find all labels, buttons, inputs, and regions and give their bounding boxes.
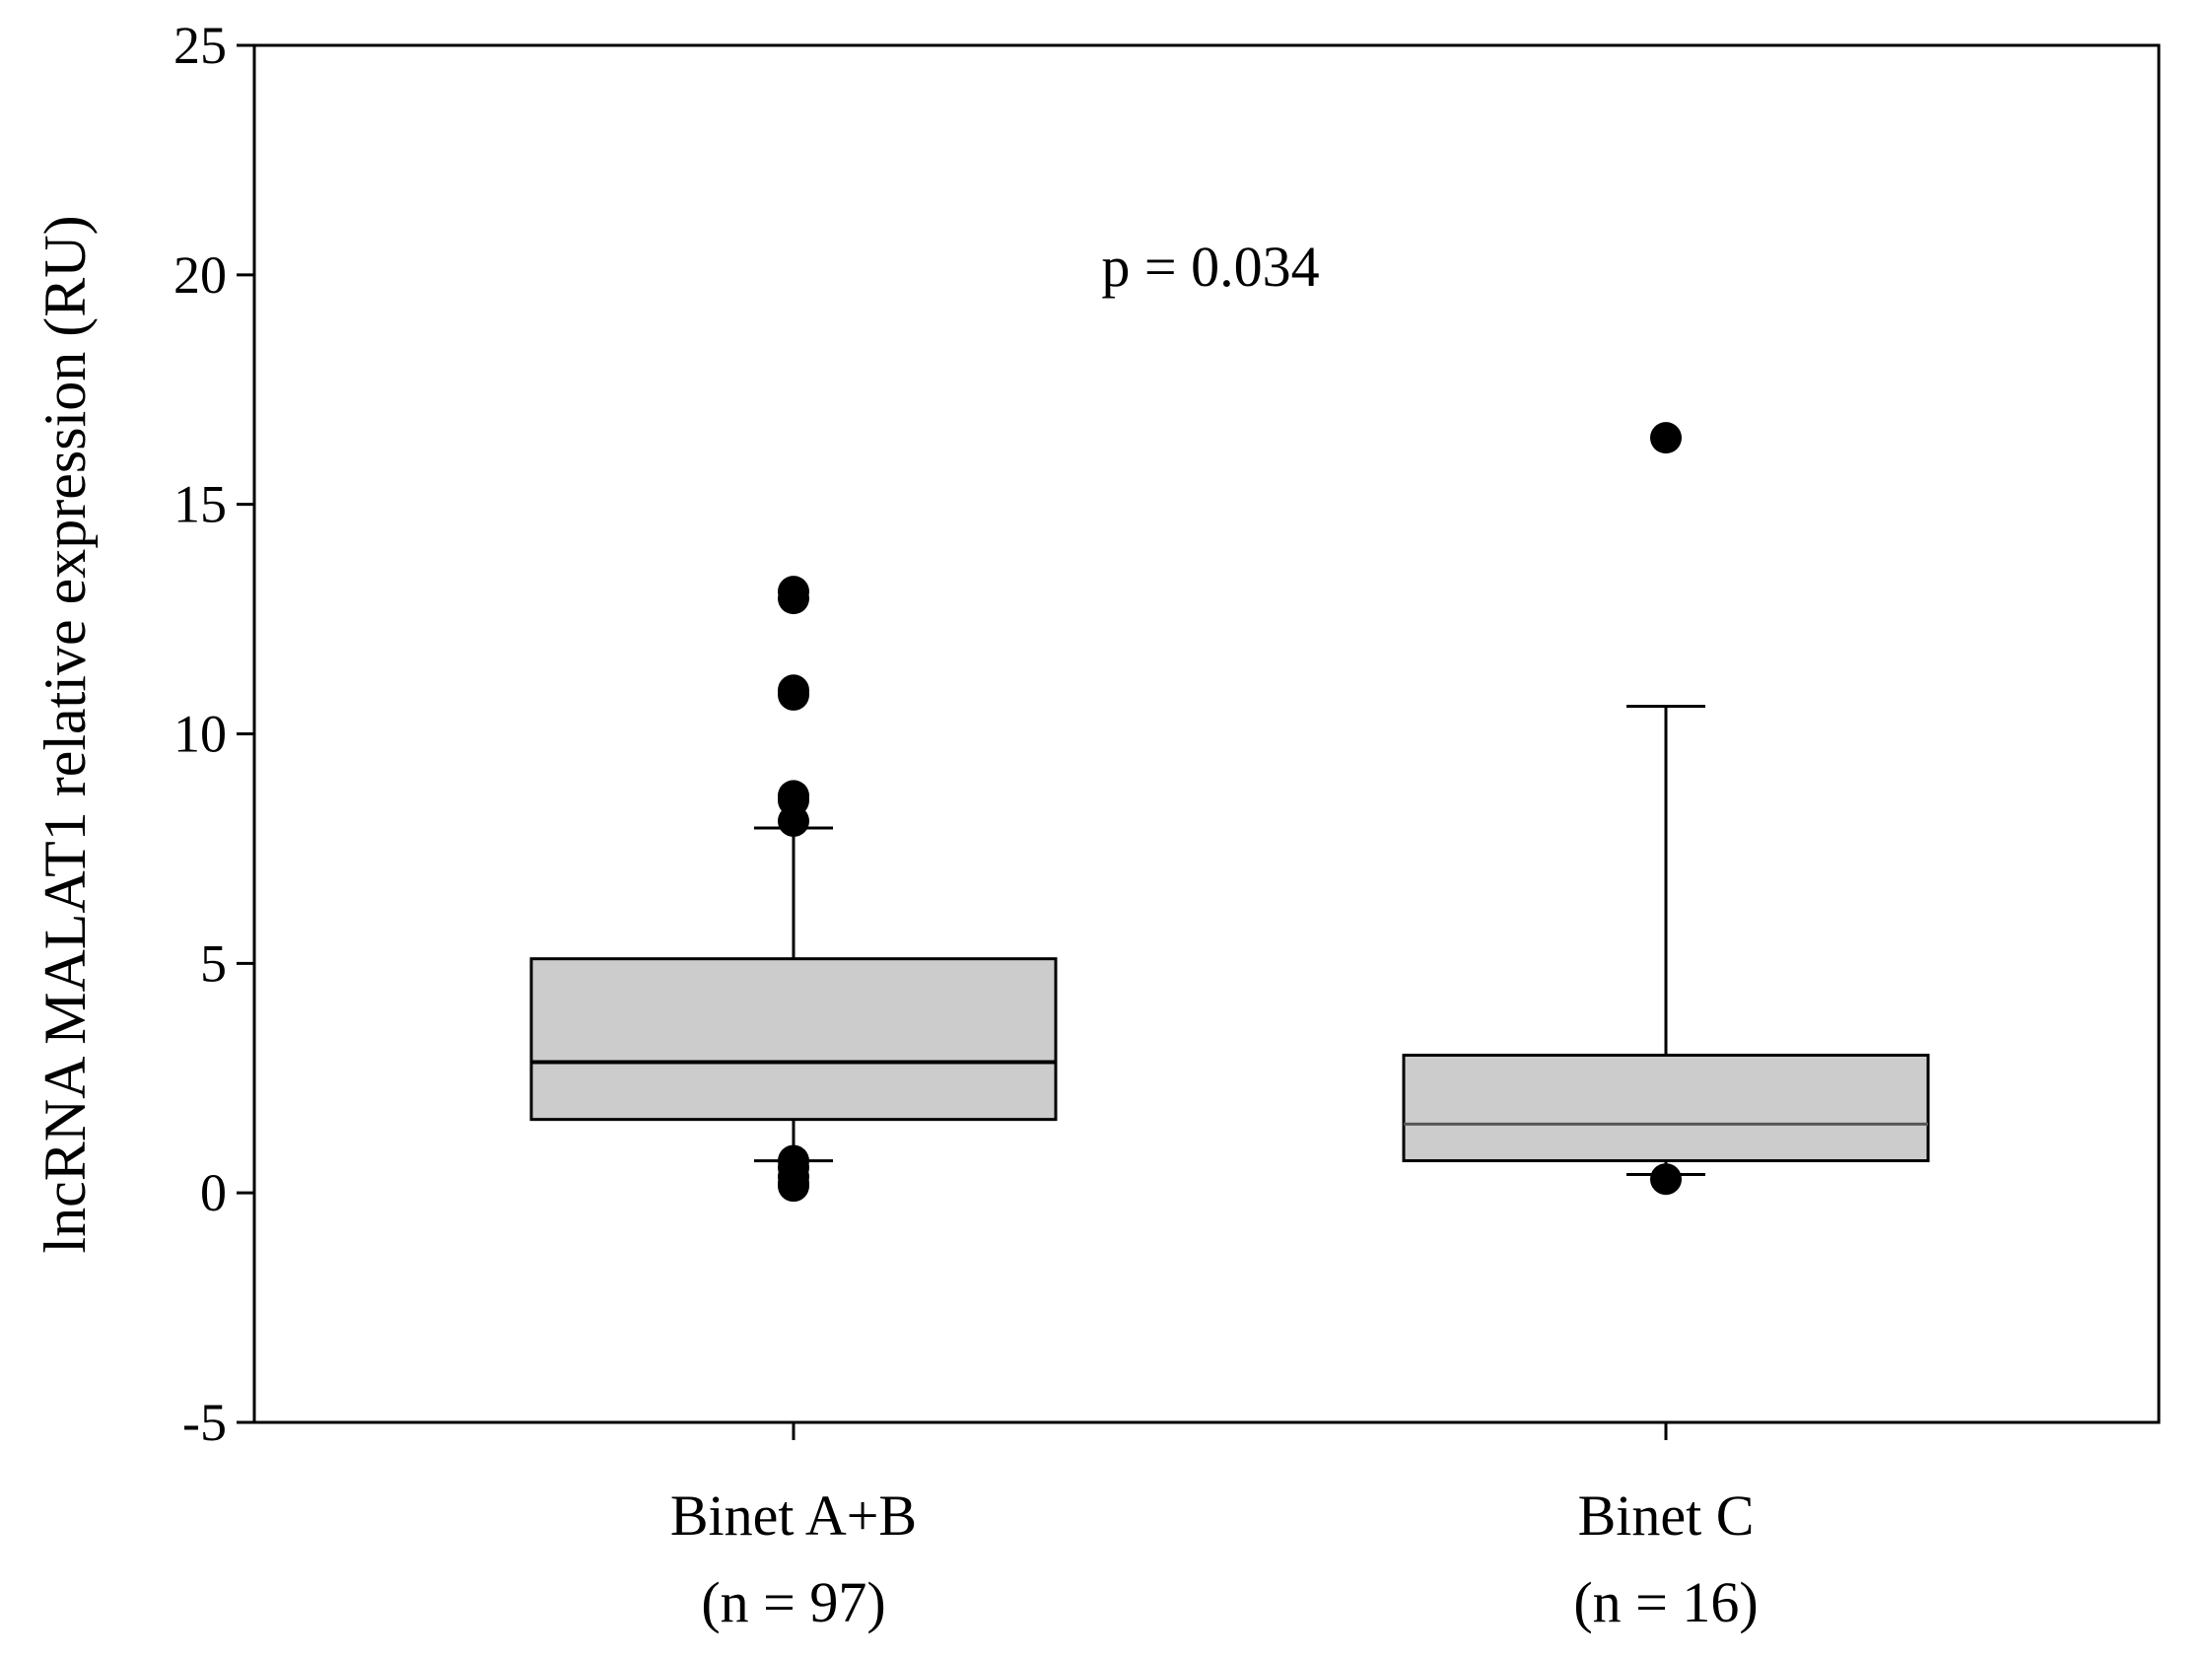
y-tick-label: -5 xyxy=(182,1393,227,1452)
y-tick-label: 20 xyxy=(173,245,227,305)
x-category-n-label: (n = 16) xyxy=(1573,1570,1758,1634)
box-iqr xyxy=(529,957,1058,1122)
outlier-point xyxy=(778,1170,809,1203)
y-tick-label: 10 xyxy=(173,705,227,764)
y-tick-label: 15 xyxy=(173,475,227,534)
y-axis-title: lncRNA MALAT1 relative expression (RU) xyxy=(33,215,98,1253)
y-tick-label: 0 xyxy=(200,1163,227,1222)
outlier-point xyxy=(1650,422,1682,454)
x-category-label: Binet A+B xyxy=(670,1484,917,1548)
y-tick-label: 5 xyxy=(200,933,227,993)
outlier-point xyxy=(778,583,809,615)
box-group xyxy=(529,576,1058,1203)
outlier-point xyxy=(778,678,809,711)
x-category-label: Binet C xyxy=(1578,1484,1755,1548)
box-iqr xyxy=(1402,1053,1930,1163)
y-axis: -5 0 5 10 15 20 25 xyxy=(173,16,254,1452)
outlier-point xyxy=(778,804,809,837)
p-value-annotation: p = 0.034 xyxy=(1101,235,1319,299)
x-category-n-label: (n = 97) xyxy=(701,1570,885,1634)
box-group xyxy=(1402,422,1930,1196)
boxes xyxy=(529,422,1930,1203)
outlier-point xyxy=(1650,1163,1682,1196)
y-tick-label: 25 xyxy=(173,16,227,75)
x-axis: Binet A+B (n = 97) Binet C (n = 16) xyxy=(670,1422,1759,1634)
